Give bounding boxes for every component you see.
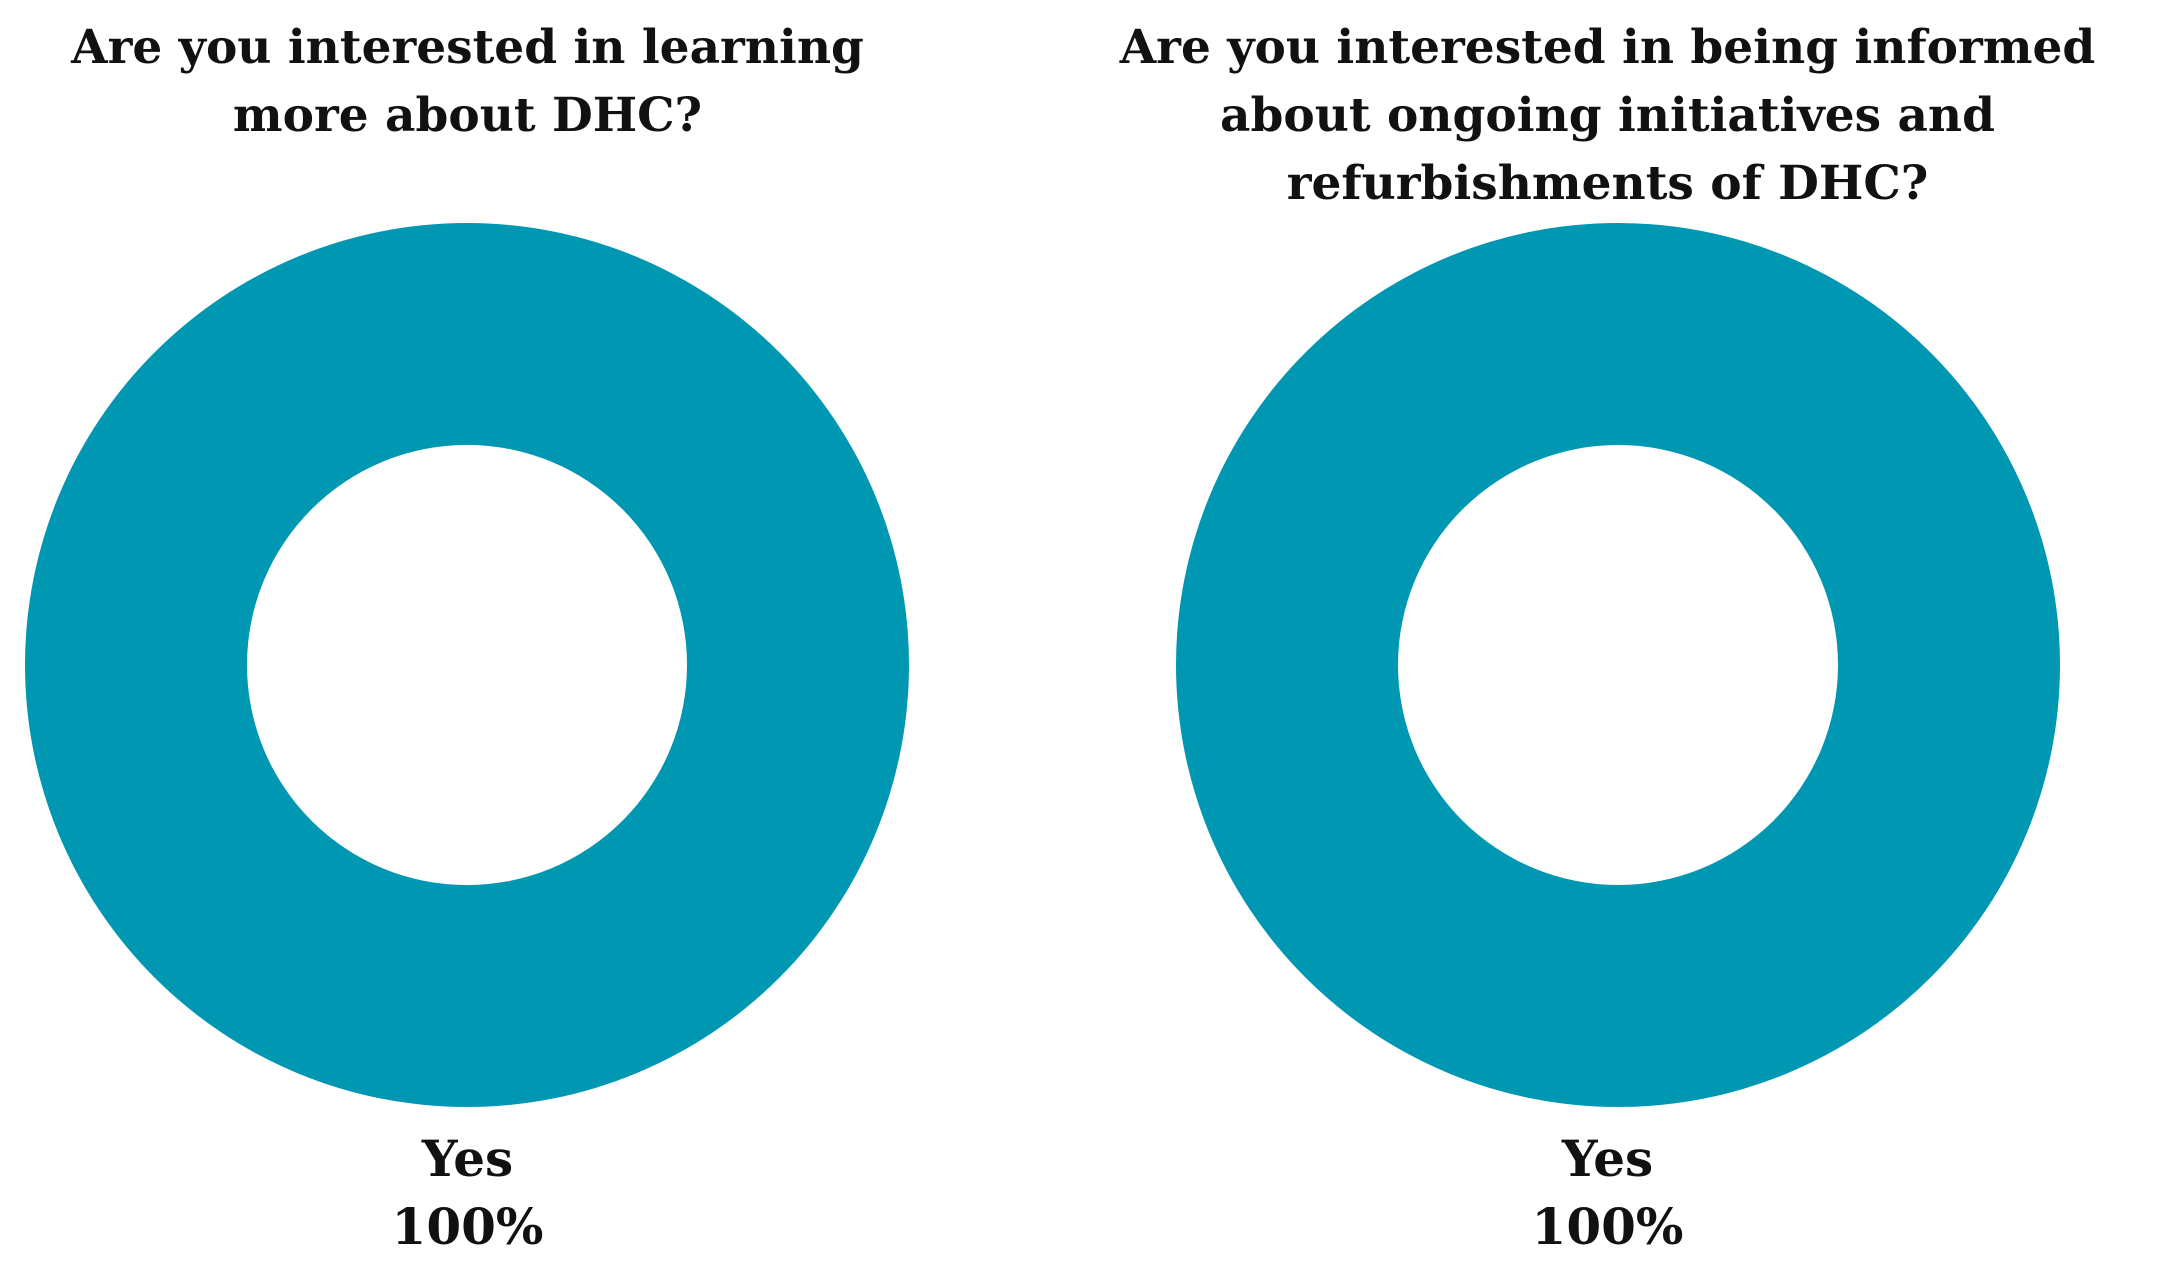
slice-label-percent: 100% xyxy=(1531,1197,1684,1256)
donut-slice-yes xyxy=(25,223,909,1107)
donut-plot xyxy=(1176,223,2060,1107)
donut-chart-learning-more: Are you interested in learning more abou… xyxy=(0,0,935,1271)
slice-label-name: Yes xyxy=(1561,1129,1654,1188)
chart-title: Are you interested in being informed abo… xyxy=(1119,20,2096,211)
donut-plot xyxy=(25,223,909,1107)
slice-label-yes: Yes 100% xyxy=(0,1125,935,1261)
donut-chart-ongoing-initiatives: Are you interested in being informed abo… xyxy=(1045,0,2170,1271)
chart-title: Are you interested in learning more abou… xyxy=(71,20,864,143)
slice-label-name: Yes xyxy=(421,1129,514,1188)
donut-slice-yes xyxy=(1176,223,2060,1107)
slice-label-percent: 100% xyxy=(391,1197,544,1256)
slice-label-yes: Yes 100% xyxy=(1045,1125,2170,1261)
